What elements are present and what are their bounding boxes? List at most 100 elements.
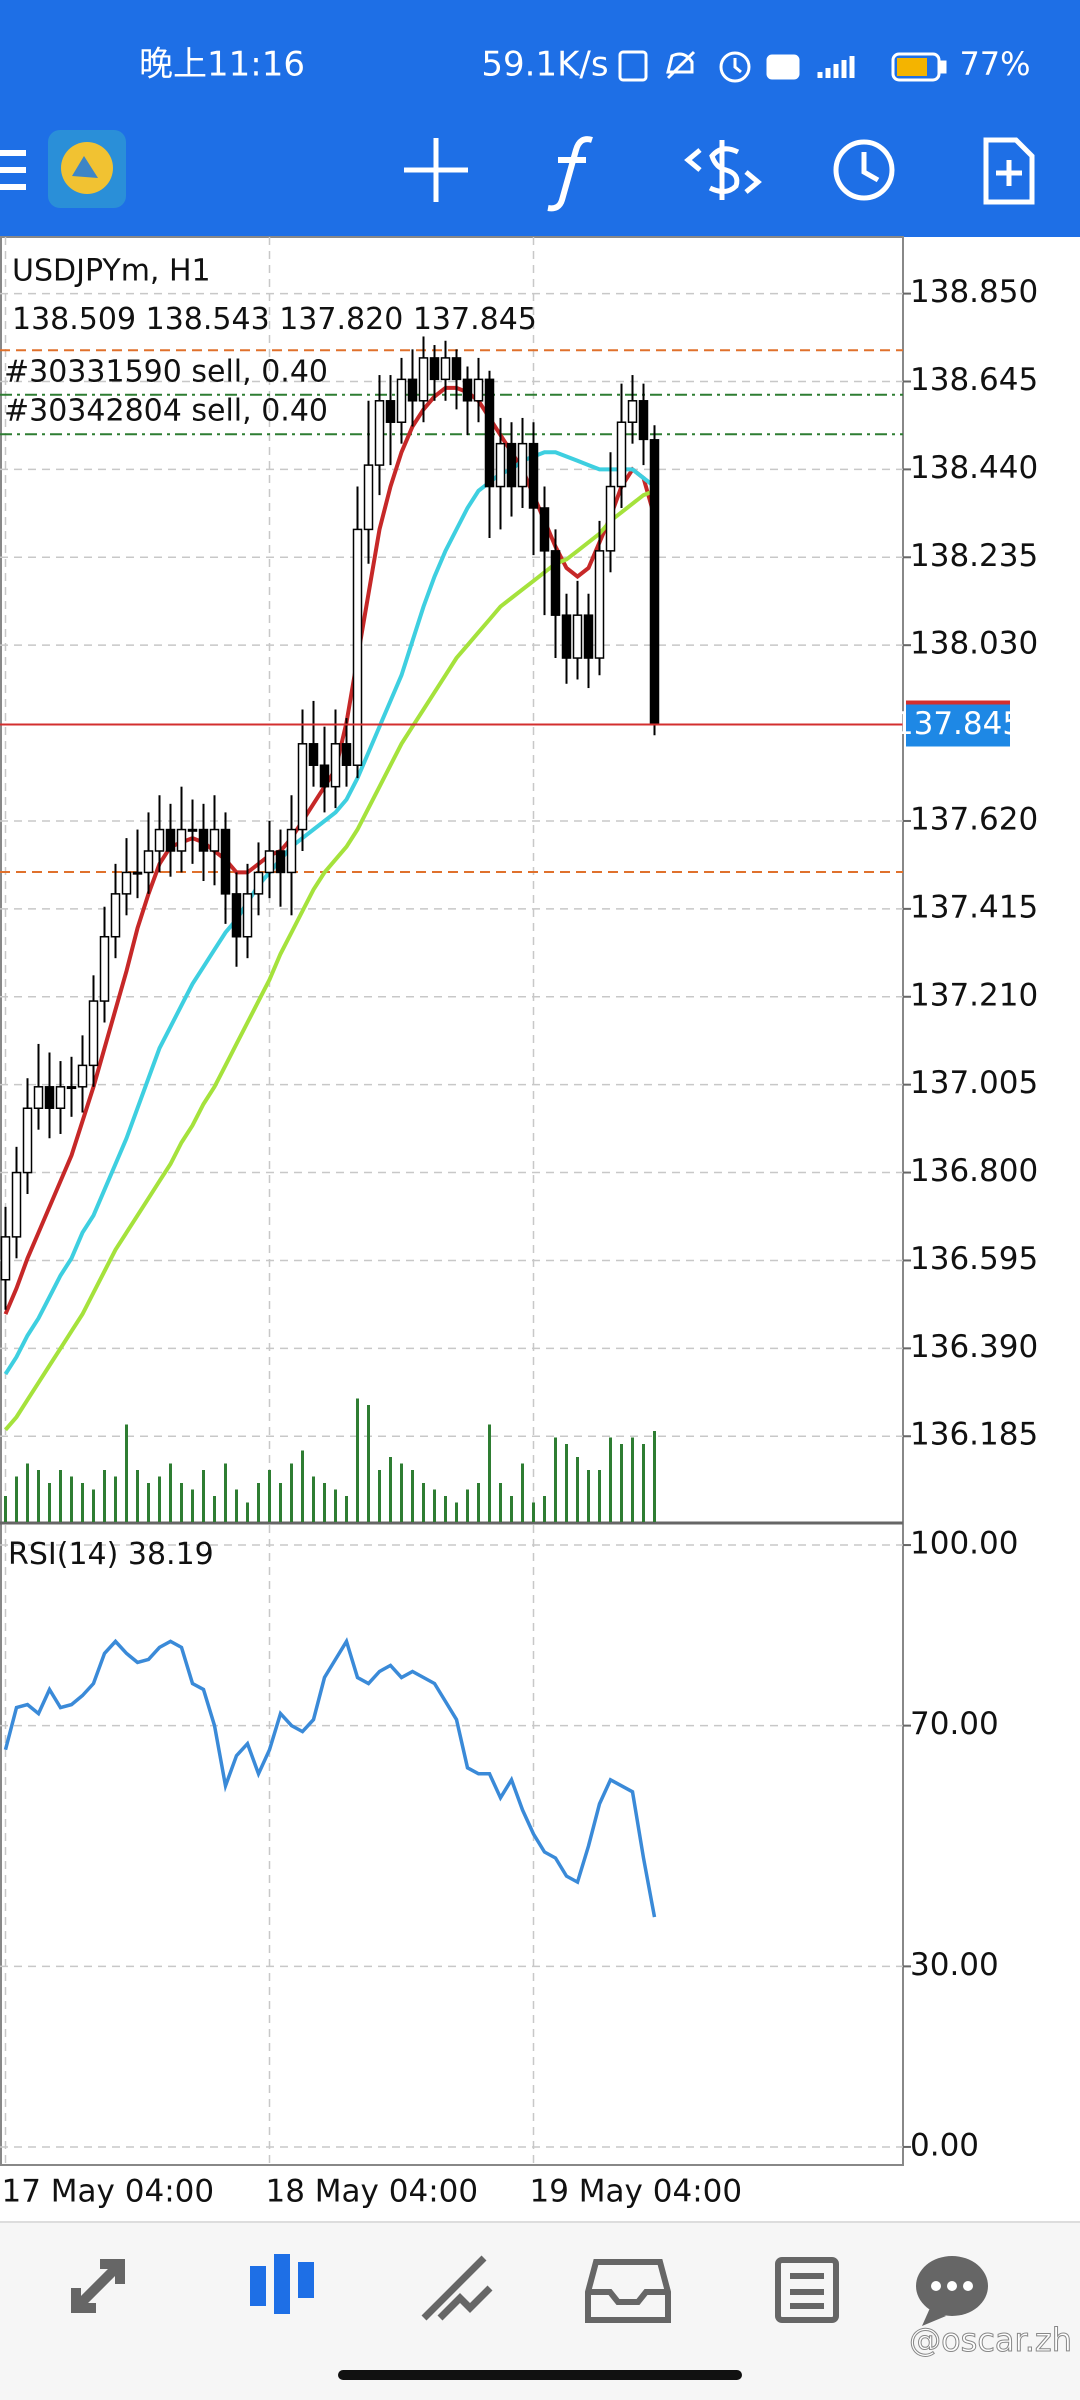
volume-bar	[268, 1470, 271, 1522]
volume-bar	[444, 1496, 447, 1522]
app-logo[interactable]	[48, 130, 126, 208]
volume-bar	[158, 1476, 161, 1522]
candle-body	[143, 850, 154, 874]
moving-average	[3, 450, 656, 1376]
candle-body	[88, 1000, 99, 1067]
volume-bar	[290, 1463, 293, 1522]
volume-bar	[191, 1489, 194, 1522]
nav-messages[interactable]	[916, 2256, 988, 2326]
candle-body	[275, 850, 286, 874]
candle-body	[330, 743, 341, 788]
y-tick-label: 70.00	[910, 1706, 999, 1742]
volume-bar	[587, 1470, 590, 1522]
candle-body	[550, 550, 561, 616]
volume-bar	[301, 1450, 304, 1522]
volume-bar	[92, 1489, 95, 1522]
trade-button[interactable]	[684, 140, 762, 200]
y-tick-label: 138.850	[910, 274, 1038, 310]
volume-bar	[15, 1476, 18, 1522]
home-indicator	[338, 2370, 742, 2380]
candle-body	[616, 421, 627, 488]
price-tag-label: 137.845	[894, 706, 1022, 742]
x-tick-label: 17 May 04:00	[2, 2174, 215, 2210]
y-tick-label: 138.645	[910, 362, 1038, 398]
watermark: @oscar.zh	[909, 2321, 1072, 2359]
volume-bar	[422, 1483, 425, 1522]
rsi-value: 38.19	[128, 1537, 214, 1572]
y-tick-label: 136.185	[910, 1417, 1038, 1453]
volume-bar	[598, 1470, 601, 1522]
volume-bar	[235, 1489, 238, 1522]
x-tick-label: 18 May 04:00	[266, 2174, 479, 2210]
order-label: #30331590 sell, 0.40	[4, 354, 328, 389]
nav-quotes[interactable]	[71, 2259, 125, 2313]
x-tick-label: 19 May 04:00	[530, 2174, 743, 2210]
volume-bar	[356, 1398, 359, 1522]
volume-bar	[345, 1496, 348, 1522]
nav-chart[interactable]	[250, 2254, 314, 2314]
volume-bar	[202, 1470, 205, 1522]
volume-bar	[642, 1444, 645, 1522]
status-icons	[618, 50, 947, 83]
candle-body	[11, 1171, 22, 1238]
y-tick-label: 137.210	[910, 977, 1038, 1013]
volume-bar	[323, 1483, 326, 1522]
volume-bar	[378, 1470, 381, 1522]
candle-body	[473, 378, 484, 402]
candle-body	[242, 893, 253, 938]
ohlc-open: 138.509	[12, 302, 136, 337]
order-label: #30342804 sell, 0.40	[4, 394, 328, 429]
timeframe-button[interactable]	[833, 139, 895, 201]
candle-body	[451, 357, 462, 381]
volume-bar	[521, 1463, 524, 1522]
candle-body	[605, 485, 616, 552]
ohlc-low: 137.820	[279, 302, 403, 337]
new-order-button[interactable]	[983, 137, 1035, 205]
volume-bar	[653, 1431, 656, 1522]
volume-bar	[543, 1496, 546, 1522]
candle-body	[154, 828, 165, 852]
ohlc-info: 138.509 138.543 137.820 137.845	[12, 302, 537, 337]
y-tick-label: 0.00	[910, 2127, 979, 2163]
status-battery: 77%	[959, 45, 1030, 83]
volume-bar	[334, 1489, 337, 1522]
rsi-title: RSI(14) 38.19	[8, 1537, 214, 1572]
menu-button[interactable]	[0, 150, 26, 190]
nav-news[interactable]	[775, 2257, 839, 2323]
candle-body	[418, 357, 429, 402]
candle-body	[319, 764, 330, 788]
volume-bar	[411, 1470, 414, 1522]
volume-bar	[114, 1476, 117, 1522]
candle-body	[462, 378, 473, 402]
nav-history[interactable]	[585, 2259, 671, 2323]
volume-bar	[147, 1483, 150, 1522]
candle-body	[539, 507, 550, 552]
candle-body	[341, 743, 352, 766]
volume-bar	[224, 1463, 227, 1522]
volume-bar	[312, 1476, 315, 1522]
ohlc-high: 138.543	[146, 302, 270, 337]
y-tick-label: 137.415	[910, 889, 1038, 925]
volume-bar	[81, 1483, 84, 1522]
volume-bar	[565, 1444, 568, 1522]
volume-bar	[169, 1463, 172, 1522]
nav-trade[interactable]	[421, 2255, 493, 2321]
volume-bar	[367, 1405, 370, 1522]
crosshair-button[interactable]	[404, 138, 468, 202]
volume-bar	[532, 1502, 535, 1522]
volume-bar	[400, 1463, 403, 1522]
candle-body	[561, 614, 572, 659]
candle-body	[187, 828, 198, 832]
y-tick-label: 30.00	[910, 1947, 999, 1983]
indicators-button[interactable]	[547, 136, 593, 212]
candle-body	[220, 828, 231, 895]
volume-bar	[213, 1496, 216, 1522]
candle-body	[121, 871, 132, 895]
rsi-name: RSI(14)	[8, 1537, 118, 1572]
candle-body	[396, 378, 407, 423]
volume-bar	[4, 1496, 7, 1522]
volume-bar	[466, 1489, 469, 1522]
candle-body	[517, 442, 528, 488]
y-tick-label: 136.390	[910, 1329, 1038, 1365]
volume-bar	[103, 1470, 106, 1522]
